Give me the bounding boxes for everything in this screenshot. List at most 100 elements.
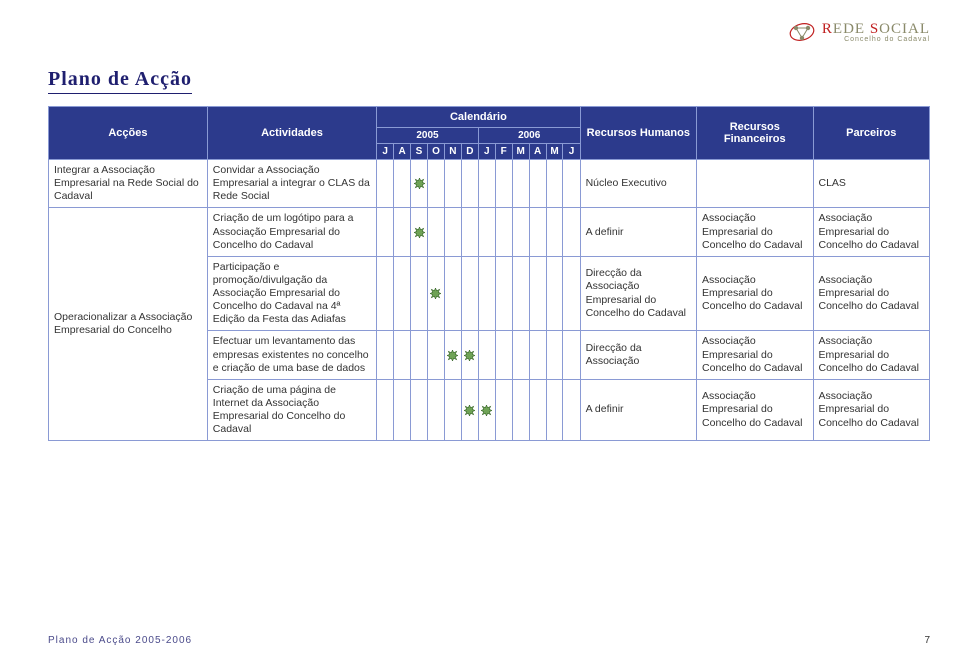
cell-month bbox=[411, 160, 428, 208]
col-header-accoes: Acções bbox=[49, 107, 208, 160]
page-footer: Plano de Acção 2005-2006 7 bbox=[48, 635, 930, 646]
burst-mark-icon bbox=[481, 405, 492, 416]
cell-month bbox=[444, 331, 461, 379]
cell-atividade: Convidar a Associação Empresarial a inte… bbox=[207, 160, 376, 208]
cell-month bbox=[563, 379, 580, 441]
col-header-month: M bbox=[546, 144, 563, 160]
cell-month bbox=[411, 208, 428, 256]
cell-month bbox=[444, 208, 461, 256]
plan-table: Acções Actividades Calendário Recursos H… bbox=[48, 106, 930, 441]
footer-title: Plano de Acção 2005-2006 bbox=[48, 635, 192, 646]
cell-accao: Integrar a Associação Empresarial na Red… bbox=[49, 160, 208, 208]
col-header-recursos-financeiros: Recursos Financeiros bbox=[697, 107, 813, 160]
cell-recursos-humanos: Direcção da Associação Empresarial do Co… bbox=[580, 256, 696, 331]
cell-parceiros: Associação Empresarial do Concelho do Ca… bbox=[813, 379, 930, 441]
cell-month bbox=[377, 379, 394, 441]
cell-month bbox=[478, 256, 495, 331]
cell-month bbox=[563, 256, 580, 331]
cell-month bbox=[427, 379, 444, 441]
cell-month bbox=[512, 160, 529, 208]
cell-month bbox=[529, 208, 546, 256]
burst-mark-icon bbox=[464, 350, 475, 361]
cell-month bbox=[529, 256, 546, 331]
col-header-month: D bbox=[461, 144, 478, 160]
col-header-month: M bbox=[512, 144, 529, 160]
cell-parceiros: Associação Empresarial do Concelho do Ca… bbox=[813, 331, 930, 379]
logo-word: OCIAL bbox=[879, 21, 930, 37]
cell-month bbox=[546, 256, 563, 331]
col-header-month: J bbox=[563, 144, 580, 160]
cell-month bbox=[495, 256, 512, 331]
cell-parceiros: Associação Empresarial do Concelho do Ca… bbox=[813, 208, 930, 256]
cell-month bbox=[529, 160, 546, 208]
col-header-month: S bbox=[411, 144, 428, 160]
cell-month bbox=[529, 331, 546, 379]
burst-mark-icon bbox=[447, 350, 458, 361]
cell-month bbox=[563, 208, 580, 256]
cell-month bbox=[529, 379, 546, 441]
logo-letter: R bbox=[822, 21, 833, 37]
plan-table-container: Acções Actividades Calendário Recursos H… bbox=[48, 106, 930, 441]
cell-month bbox=[394, 379, 411, 441]
col-header-month: J bbox=[377, 144, 394, 160]
cell-recursos-humanos: A definir bbox=[580, 208, 696, 256]
cell-month bbox=[512, 208, 529, 256]
cell-parceiros: CLAS bbox=[813, 160, 930, 208]
table-row: Integrar a Associação Empresarial na Red… bbox=[49, 160, 930, 208]
col-header-month: O bbox=[427, 144, 444, 160]
cell-month bbox=[546, 379, 563, 441]
cell-atividade: Efectuar um levantamento das empresas ex… bbox=[207, 331, 376, 379]
burst-mark-icon bbox=[430, 288, 441, 299]
col-header-month: F bbox=[495, 144, 512, 160]
cell-month bbox=[427, 160, 444, 208]
cell-month bbox=[512, 331, 529, 379]
cell-accao: Operacionalizar a Associação Empresarial… bbox=[49, 208, 208, 441]
page-title: Plano de Acção bbox=[48, 68, 192, 94]
cell-month bbox=[411, 379, 428, 441]
cell-parceiros: Associação Empresarial do Concelho do Ca… bbox=[813, 256, 930, 331]
cell-month bbox=[512, 256, 529, 331]
col-header-recursos-humanos: Recursos Humanos bbox=[580, 107, 696, 160]
cell-recursos-financeiros bbox=[697, 160, 813, 208]
col-header-atividades: Actividades bbox=[207, 107, 376, 160]
cell-month bbox=[427, 208, 444, 256]
table-row: Operacionalizar a Associação Empresarial… bbox=[49, 208, 930, 256]
cell-recursos-financeiros: Associação Empresarial do Concelho do Ca… bbox=[697, 208, 813, 256]
cell-month bbox=[478, 208, 495, 256]
cell-month bbox=[444, 256, 461, 331]
col-header-month: A bbox=[529, 144, 546, 160]
burst-mark-icon bbox=[414, 227, 425, 238]
logo-mark-icon bbox=[788, 18, 816, 46]
col-header-month: J bbox=[478, 144, 495, 160]
cell-month bbox=[495, 208, 512, 256]
cell-month bbox=[546, 208, 563, 256]
cell-month bbox=[478, 331, 495, 379]
cell-month bbox=[394, 331, 411, 379]
cell-month bbox=[444, 379, 461, 441]
cell-month bbox=[563, 331, 580, 379]
col-header-month: N bbox=[444, 144, 461, 160]
burst-mark-icon bbox=[464, 405, 475, 416]
cell-month bbox=[495, 331, 512, 379]
cell-month bbox=[377, 208, 394, 256]
cell-month bbox=[495, 160, 512, 208]
logo-letter: S bbox=[870, 21, 879, 37]
cell-recursos-humanos: Núcleo Executivo bbox=[580, 160, 696, 208]
brand-logo: REDE SOCIAL Concelho do Cadaval bbox=[788, 18, 930, 46]
col-header-parceiros: Parceiros bbox=[813, 107, 930, 160]
col-header-month: A bbox=[394, 144, 411, 160]
cell-month bbox=[461, 160, 478, 208]
cell-month bbox=[478, 379, 495, 441]
cell-month bbox=[427, 331, 444, 379]
footer-page-number: 7 bbox=[924, 635, 930, 646]
cell-month bbox=[394, 160, 411, 208]
cell-recursos-financeiros: Associação Empresarial do Concelho do Ca… bbox=[697, 331, 813, 379]
cell-atividade: Criação de um logótipo para a Associação… bbox=[207, 208, 376, 256]
cell-month bbox=[478, 160, 495, 208]
cell-recursos-humanos: Direcção da Associação bbox=[580, 331, 696, 379]
cell-month bbox=[563, 160, 580, 208]
cell-recursos-financeiros: Associação Empresarial do Concelho do Ca… bbox=[697, 379, 813, 441]
cell-month bbox=[411, 256, 428, 331]
cell-month bbox=[461, 208, 478, 256]
cell-month bbox=[411, 331, 428, 379]
